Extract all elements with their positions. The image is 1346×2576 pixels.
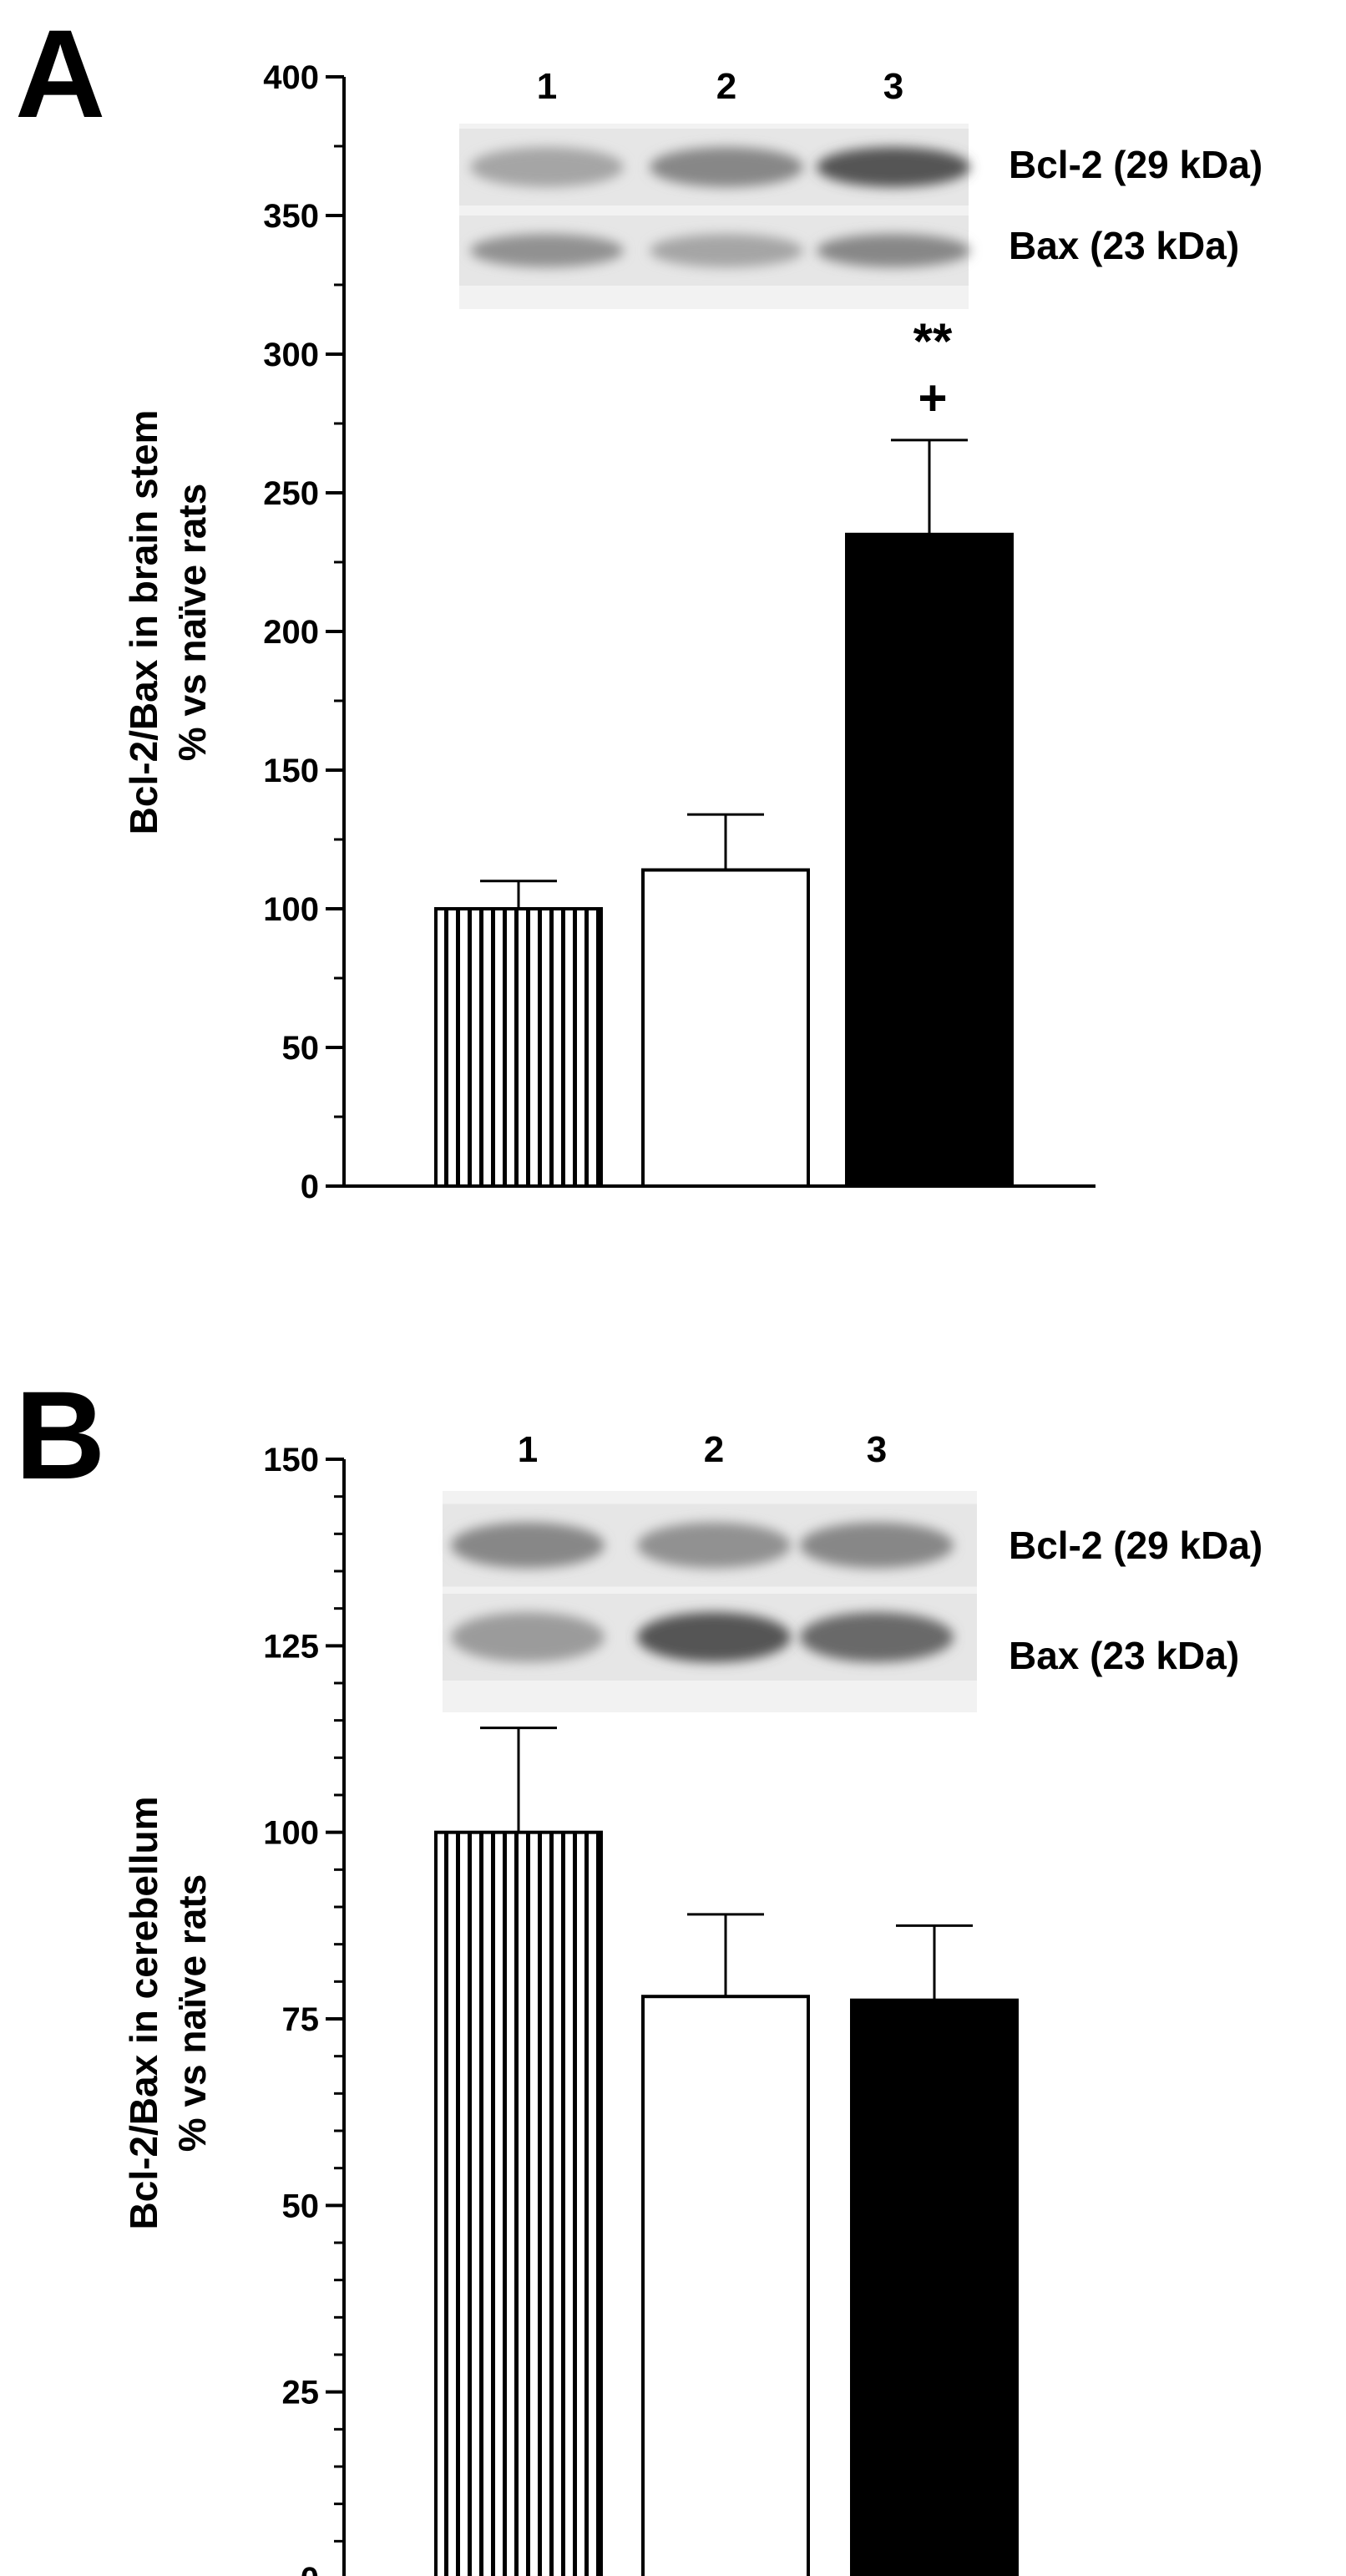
- western-blot-a: [459, 124, 970, 309]
- y-axis-label: % vs naïve rats: [170, 1874, 214, 2152]
- significance-marker: **: [913, 313, 953, 369]
- panel-letter-a: A: [15, 3, 105, 144]
- band-label: Bax (23 kDa): [1009, 224, 1239, 267]
- blot-band: [637, 1612, 791, 1662]
- bar-2: [641, 1995, 810, 2576]
- y-tick-label: 150: [263, 753, 319, 789]
- y-tick-label: 50: [282, 2188, 320, 2224]
- bar-3: [850, 1998, 1019, 2576]
- y-tick-label: 350: [263, 198, 319, 235]
- y-axis-label: % vs naïve rats: [170, 484, 214, 761]
- y-tick-label: 300: [263, 337, 319, 373]
- lane-label: 3: [883, 66, 903, 107]
- bar-1: [434, 1830, 603, 2576]
- y-tick-label: 75: [282, 2001, 320, 2038]
- bar-1: [434, 907, 603, 1188]
- lane-label: 1: [537, 66, 557, 107]
- y-tick-label: 25: [282, 2375, 320, 2411]
- y-tick-label: 125: [263, 1628, 319, 1665]
- blot-band: [800, 1522, 954, 1569]
- lane-label: 3: [867, 1429, 887, 1470]
- band-label: Bcl-2 (29 kDa): [1009, 143, 1263, 186]
- panel-a: A 1 2 3 Bcl-2 (29 kDa) Bax (23 kDa) 0 50 100 150…: [15, 3, 1263, 1205]
- y-tick-label: 150: [263, 1442, 319, 1478]
- western-blot-b: [443, 1491, 977, 1712]
- y-tick-label: 0: [301, 1169, 319, 1205]
- y-axis-label: Bcl-2/Bax in brain stem: [122, 410, 165, 835]
- lane-label: 2: [704, 1429, 724, 1470]
- blot-band: [637, 1522, 791, 1569]
- y-tick-label: 200: [263, 614, 319, 651]
- bar-2: [641, 868, 810, 1189]
- band-label: Bcl-2 (29 kDa): [1009, 1524, 1263, 1567]
- panel-b: B 1 2 3 Bcl-2 (29 kDa) Bax (23 kDa) 0 25 50 75 10…: [15, 1365, 1263, 2576]
- lane-label: 1: [518, 1429, 538, 1470]
- blot-band: [817, 147, 970, 187]
- y-tick-label: 400: [263, 59, 319, 96]
- bar-3: [845, 532, 1014, 1188]
- blot-band: [451, 1522, 605, 1569]
- y-axis-label: Bcl-2/Bax in cerebellum: [122, 1797, 165, 2230]
- y-tick-label: 100: [263, 1815, 319, 1852]
- significance-marker: +: [918, 370, 947, 426]
- panel-letter-b: B: [15, 1365, 105, 1505]
- blot-band: [650, 234, 803, 267]
- y-tick-label: 50: [282, 1030, 320, 1067]
- blot-band: [650, 147, 803, 187]
- lane-label: 2: [716, 66, 736, 107]
- blot-band: [470, 147, 624, 187]
- blot-band: [800, 1612, 954, 1662]
- y-tick-label: 100: [263, 891, 319, 928]
- blot-band: [817, 234, 970, 267]
- y-tick-label: 250: [263, 475, 319, 512]
- blot-band: [470, 234, 624, 267]
- y-tick-label: 0: [301, 2561, 319, 2576]
- blot-band: [451, 1612, 605, 1662]
- band-label: Bax (23 kDa): [1009, 1634, 1239, 1677]
